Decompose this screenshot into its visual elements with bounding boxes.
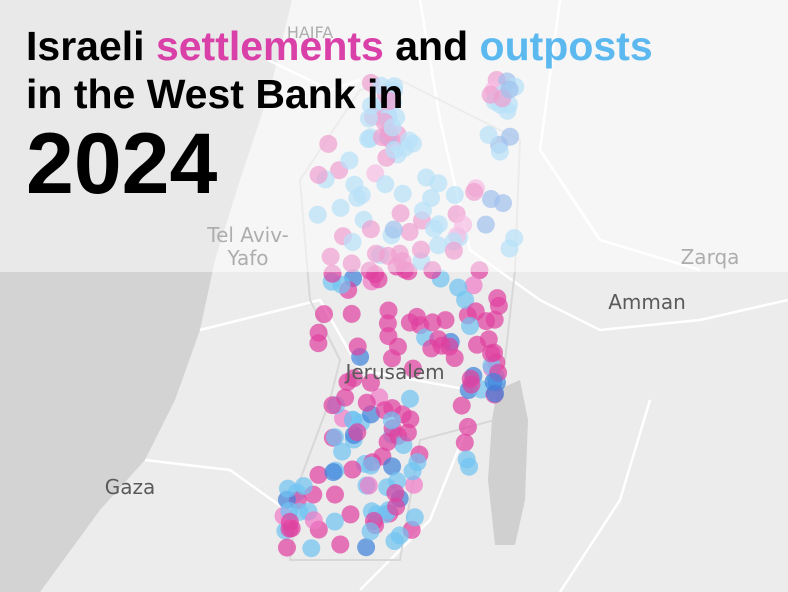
settlement-dot [362, 456, 380, 475]
settlement-dot [326, 428, 344, 447]
title-settlements: settlements [155, 23, 384, 69]
settlement-dot [325, 512, 344, 531]
settlement-dot [326, 485, 344, 504]
settlement-dot [403, 462, 422, 481]
settlement-dot [324, 463, 343, 482]
title-year: 2024 [26, 116, 218, 212]
settlement-dot [348, 337, 367, 356]
settlement-dot [390, 526, 409, 545]
settlement-dot [401, 389, 419, 408]
settlement-dot [383, 457, 402, 476]
title-overlay [0, 0, 788, 272]
settlement-dot [278, 538, 296, 557]
settlement-dot [362, 373, 380, 392]
settlement-dot [378, 433, 397, 451]
settlement-dot [484, 372, 503, 391]
settlement-dot [309, 334, 328, 353]
settlement-dot [485, 310, 504, 329]
settlement-dot [398, 423, 417, 442]
title-word: and [395, 23, 469, 69]
settlement-dot [315, 305, 333, 324]
settlement-dot [457, 450, 476, 469]
settlement-dot [379, 301, 398, 320]
settlement-dot [304, 511, 323, 530]
settlement-dot [462, 375, 481, 394]
settlement-dot [488, 289, 507, 308]
settlement-dot [405, 475, 423, 494]
settlement-dot [359, 476, 378, 495]
settlement-dot [482, 344, 501, 363]
settlement-dot [407, 307, 426, 326]
place-label: Gaza [105, 475, 156, 499]
settlement-dot [280, 512, 299, 531]
settlement-dot [294, 477, 313, 496]
settlement-dot [278, 479, 297, 498]
settlement-dot [461, 317, 479, 335]
settlement-dot [452, 396, 471, 415]
settlement-dot [455, 433, 474, 452]
settlement-dot [445, 349, 464, 367]
settlement-dot [383, 349, 401, 368]
settlement-dot [344, 369, 363, 388]
title-line: in the West Bank in [26, 71, 404, 117]
settlement-dot [387, 497, 406, 516]
settlement-dot [341, 505, 360, 524]
settlement-dot [423, 313, 442, 332]
settlement-dot [333, 442, 352, 461]
title-line: Israeli settlements and outposts [26, 22, 653, 70]
dead-sea [488, 380, 528, 545]
settlement-dot [378, 314, 397, 333]
settlement-dot [343, 460, 362, 479]
title: Israeli settlements and outposts in the … [26, 22, 653, 210]
place-label: Amman [608, 290, 686, 314]
settlement-dot [357, 393, 376, 412]
settlement-dot [449, 278, 468, 297]
settlement-dot [466, 302, 485, 321]
title-outposts: outposts [479, 23, 653, 69]
settlement-dot [382, 411, 401, 430]
settlement-dot [357, 538, 376, 557]
settlement-dot [458, 417, 477, 436]
settlement-dot [302, 539, 321, 558]
settlement-dot [404, 359, 422, 378]
settlement-dot [309, 465, 328, 484]
settlement-dot [401, 410, 420, 429]
settlement-dot [405, 508, 424, 527]
settlement-dot [464, 276, 483, 295]
title-word: Israeli [26, 23, 145, 69]
settlement-dot [323, 396, 342, 415]
settlement-dot [331, 535, 350, 554]
settlement-dot [429, 330, 448, 349]
settlement-dot [386, 484, 405, 503]
settlement-dot [361, 522, 380, 541]
settlement-dot [342, 304, 361, 323]
place-label: Jerusalem [343, 360, 444, 384]
settlement-dot [348, 423, 367, 442]
